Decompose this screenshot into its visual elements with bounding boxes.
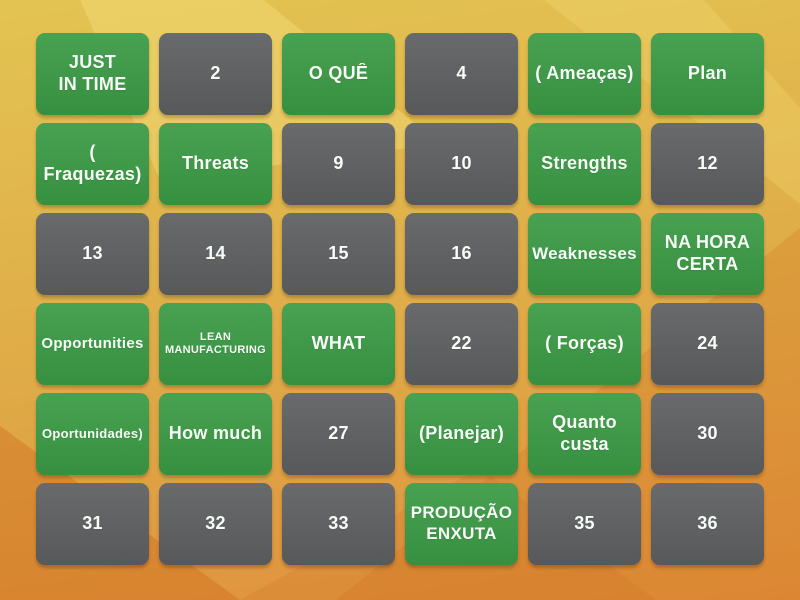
tile-label: How much [168, 423, 263, 444]
tile-5[interactable]: ( Ameaças) [528, 33, 641, 115]
tile-label: PRODUÇÃO ENXUTA [410, 503, 513, 543]
tile-21[interactable]: WHAT [282, 303, 395, 385]
tile-23[interactable]: ( Forças) [528, 303, 641, 385]
tile-label: 10 [451, 153, 472, 174]
tile-label: ( Ameaças) [535, 63, 634, 84]
tile-label: Opportunities [41, 334, 144, 352]
tile-30[interactable]: 30 [651, 393, 764, 475]
tile-27[interactable]: 27 [282, 393, 395, 475]
tile-19[interactable]: Opportunities [36, 303, 149, 385]
tile-label: 33 [328, 513, 349, 534]
tile-label: O QUÊ [308, 63, 369, 84]
tile-label: Threats [181, 153, 250, 174]
tile-label: 2 [210, 63, 221, 84]
tile-label: Plan [687, 63, 728, 84]
tile-label: (Planejar) [418, 423, 505, 444]
tile-label: JUST IN TIME [58, 52, 127, 94]
tile-16[interactable]: 16 [405, 213, 518, 295]
tile-25[interactable]: Oportunidades) [36, 393, 149, 475]
tile-29[interactable]: Quanto custa [528, 393, 641, 475]
tile-label: 4 [456, 63, 467, 84]
tile-24[interactable]: 24 [651, 303, 764, 385]
tile-12[interactable]: 12 [651, 123, 764, 205]
tile-label: Quanto custa [552, 412, 617, 454]
tile-31[interactable]: 31 [36, 483, 149, 565]
tile-8[interactable]: Threats [159, 123, 272, 205]
tile-26[interactable]: How much [159, 393, 272, 475]
tile-label: 24 [697, 333, 718, 354]
tile-label: 30 [697, 423, 718, 444]
tile-20[interactable]: LEAN MANUFACTURING [159, 303, 272, 385]
tile-13[interactable]: 13 [36, 213, 149, 295]
tile-label: 35 [574, 513, 595, 534]
tile-label: 36 [697, 513, 718, 534]
tile-label: 16 [451, 243, 472, 264]
tile-label: ( Forças) [545, 333, 624, 354]
tile-label: 15 [328, 243, 349, 264]
tile-label: 9 [333, 153, 344, 174]
tile-3[interactable]: O QUÊ [282, 33, 395, 115]
tile-label: Weaknesses [532, 243, 637, 263]
tile-label: Strengths [541, 153, 628, 174]
tile-label: 27 [328, 423, 349, 444]
tile-17[interactable]: Weaknesses [528, 213, 641, 295]
tile-28[interactable]: (Planejar) [405, 393, 518, 475]
tile-label: 13 [82, 243, 103, 264]
tile-7[interactable]: ( Fraquezas) [36, 123, 149, 205]
tile-label: ( Fraquezas) [43, 142, 142, 184]
tile-label: 32 [205, 513, 226, 534]
tile-34[interactable]: PRODUÇÃO ENXUTA [405, 483, 518, 565]
tile-36[interactable]: 36 [651, 483, 764, 565]
tile-10[interactable]: 10 [405, 123, 518, 205]
tile-label: Oportunidades) [42, 426, 143, 442]
tile-2[interactable]: 2 [159, 33, 272, 115]
tile-15[interactable]: 15 [282, 213, 395, 295]
tile-label: 14 [205, 243, 226, 264]
tile-22[interactable]: 22 [405, 303, 518, 385]
tile-label: LEAN MANUFACTURING [164, 330, 267, 356]
tile-1[interactable]: JUST IN TIME [36, 33, 149, 115]
tile-4[interactable]: 4 [405, 33, 518, 115]
tile-label: 22 [451, 333, 472, 354]
tile-32[interactable]: 32 [159, 483, 272, 565]
tile-label: 31 [82, 513, 103, 534]
tile-33[interactable]: 33 [282, 483, 395, 565]
tile-14[interactable]: 14 [159, 213, 272, 295]
tile-label: 12 [697, 153, 718, 174]
tile-11[interactable]: Strengths [528, 123, 641, 205]
tile-35[interactable]: 35 [528, 483, 641, 565]
tile-6[interactable]: Plan [651, 33, 764, 115]
tile-label: WHAT [311, 333, 366, 354]
tile-18[interactable]: NA HORA CERTA [651, 213, 764, 295]
tile-label: NA HORA CERTA [664, 232, 751, 274]
tiles-grid: JUST IN TIME 2 O QUÊ 4 ( Ameaças) Plan ( Fraqu… [36, 33, 764, 565]
tile-9[interactable]: 9 [282, 123, 395, 205]
